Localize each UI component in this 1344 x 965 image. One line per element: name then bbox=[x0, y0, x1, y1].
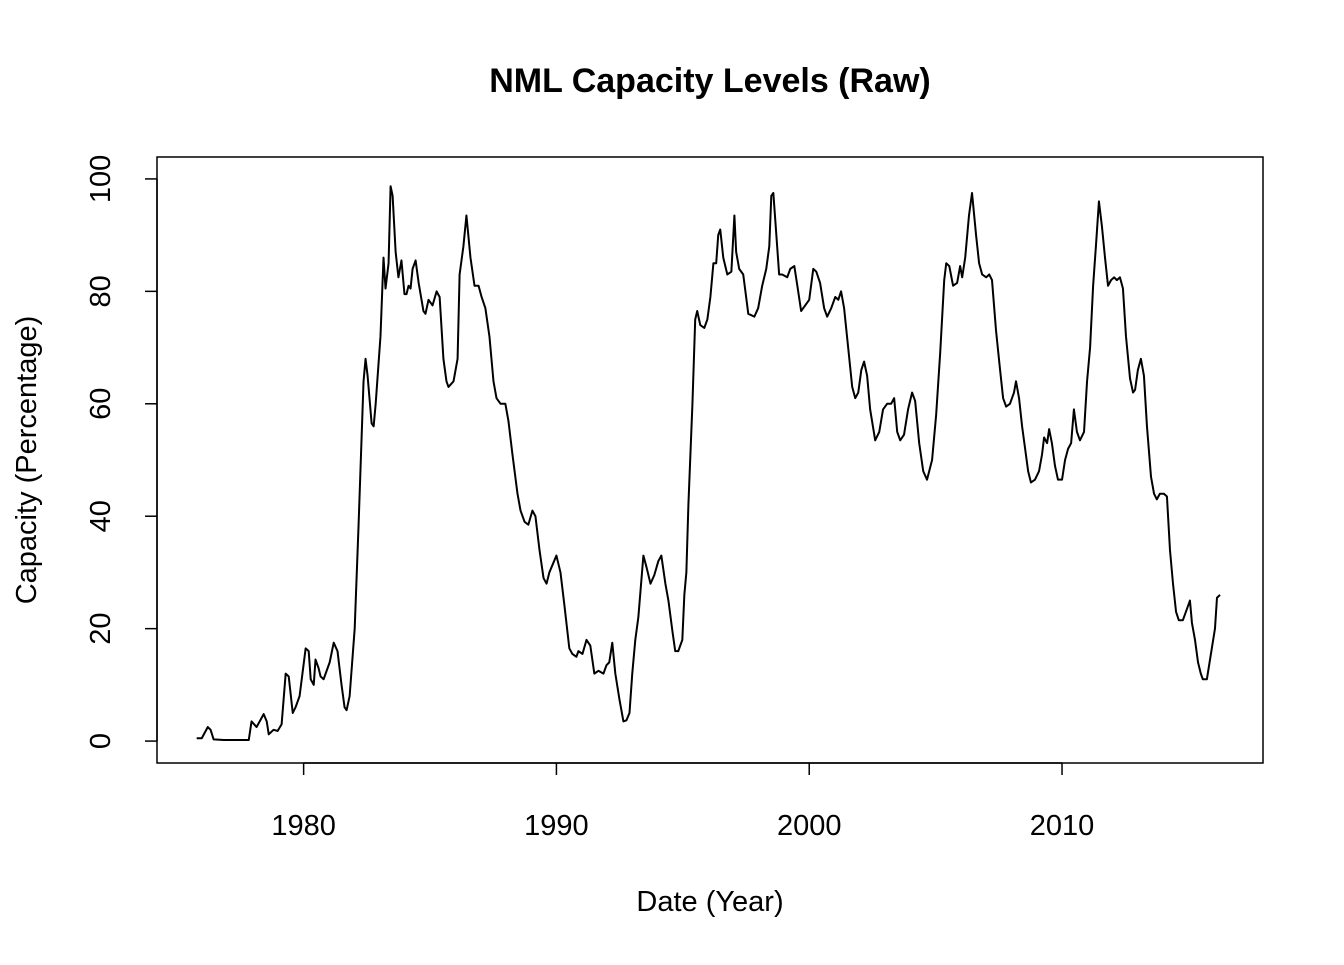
x-tick-label: 2000 bbox=[777, 810, 842, 842]
y-tick-label: 0 bbox=[85, 733, 117, 749]
x-axis-title: Date (Year) bbox=[636, 886, 783, 918]
plot-box bbox=[156, 156, 1264, 764]
x-tick-label: 1980 bbox=[271, 810, 336, 842]
y-tick-label: 60 bbox=[85, 388, 117, 420]
y-tick-label: 100 bbox=[85, 155, 117, 203]
x-tick-label: 2010 bbox=[1030, 810, 1095, 842]
y-tick-label: 40 bbox=[85, 500, 117, 532]
x-tick-label: 1990 bbox=[524, 810, 589, 842]
chart-title: NML Capacity Levels (Raw) bbox=[489, 62, 931, 100]
data-line bbox=[196, 185, 1221, 741]
y-tick-label: 20 bbox=[85, 613, 117, 645]
y-tick-label: 80 bbox=[85, 275, 117, 307]
y-axis-title: Capacity (Percentage) bbox=[11, 316, 43, 605]
